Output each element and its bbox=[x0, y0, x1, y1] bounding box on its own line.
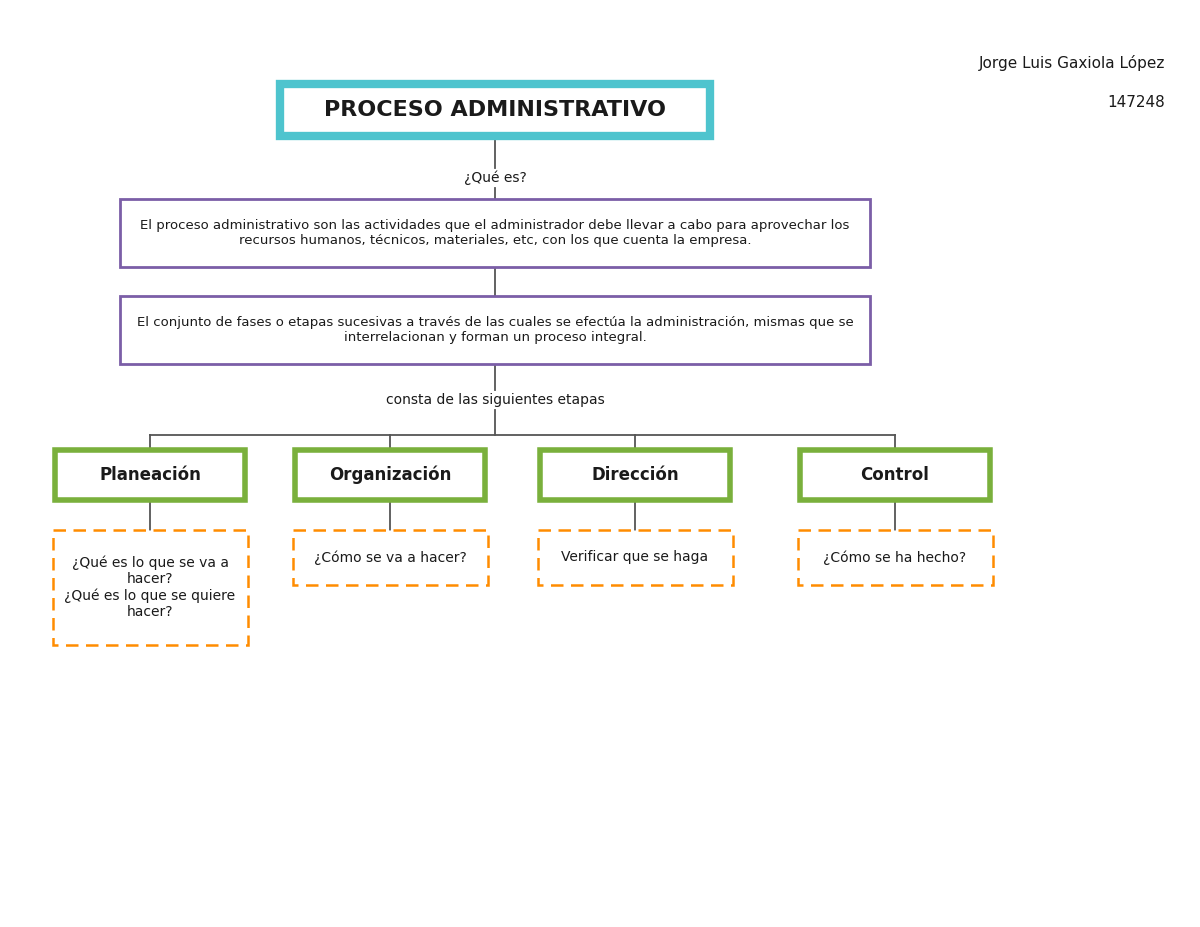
Text: El proceso administrativo son las actividades que el administrador debe llevar a: El proceso administrativo son las activi… bbox=[140, 219, 850, 247]
FancyBboxPatch shape bbox=[120, 199, 870, 267]
Text: Jorge Luis Gaxiola López: Jorge Luis Gaxiola López bbox=[979, 55, 1165, 71]
Text: ¿Cómo se ha hecho?: ¿Cómo se ha hecho? bbox=[823, 551, 966, 565]
Text: PROCESO ADMINISTRATIVO: PROCESO ADMINISTRATIVO bbox=[324, 100, 666, 120]
Text: Organización: Organización bbox=[329, 465, 451, 484]
Text: Dirección: Dirección bbox=[592, 466, 679, 484]
Text: Planeación: Planeación bbox=[100, 466, 200, 484]
Text: 147248: 147248 bbox=[1108, 95, 1165, 110]
Text: El conjunto de fases o etapas sucesivas a través de las cuales se efectúa la adm: El conjunto de fases o etapas sucesivas … bbox=[137, 316, 853, 344]
FancyBboxPatch shape bbox=[120, 296, 870, 364]
Text: ¿Qué es lo que se va a
hacer?
¿Qué es lo que se quiere
hacer?: ¿Qué es lo que se va a hacer? ¿Qué es lo… bbox=[65, 555, 235, 619]
FancyBboxPatch shape bbox=[798, 530, 992, 585]
FancyBboxPatch shape bbox=[538, 530, 732, 585]
FancyBboxPatch shape bbox=[540, 450, 730, 500]
FancyBboxPatch shape bbox=[280, 84, 710, 136]
Text: consta de las siguientes etapas: consta de las siguientes etapas bbox=[385, 393, 605, 407]
FancyBboxPatch shape bbox=[55, 450, 245, 500]
Text: ¿Qué es?: ¿Qué es? bbox=[463, 171, 527, 185]
FancyBboxPatch shape bbox=[295, 450, 485, 500]
FancyBboxPatch shape bbox=[293, 530, 487, 585]
Text: Control: Control bbox=[860, 466, 930, 484]
FancyBboxPatch shape bbox=[53, 530, 247, 645]
Text: Verificar que se haga: Verificar que se haga bbox=[562, 551, 708, 565]
Text: ¿Cómo se va a hacer?: ¿Cómo se va a hacer? bbox=[313, 551, 467, 565]
FancyBboxPatch shape bbox=[800, 450, 990, 500]
